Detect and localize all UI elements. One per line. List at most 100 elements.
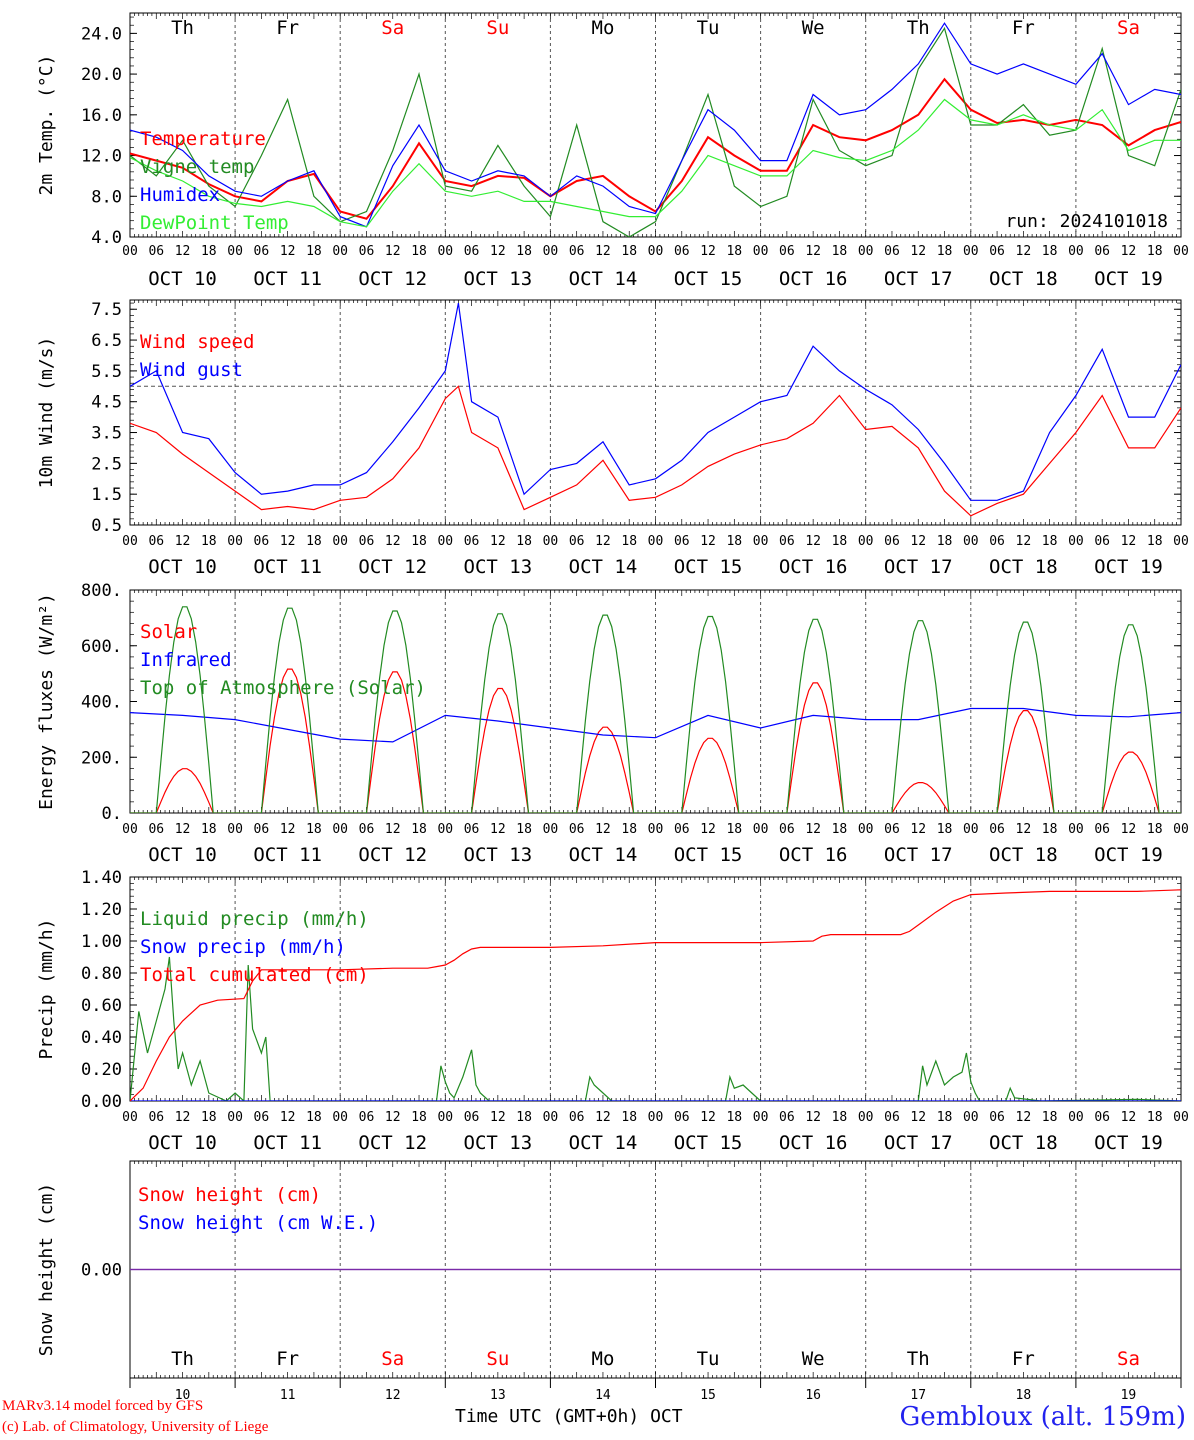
y-tick-label: 0.20 [81, 1060, 122, 1080]
day-number-label: 15 [700, 1388, 716, 1403]
y-tick-label: 4.5 [91, 393, 122, 413]
weekday-label: Fr [276, 17, 299, 39]
hour-label: 06 [464, 822, 480, 837]
hour-label: 00 [648, 1110, 664, 1125]
hour-label: 18 [411, 244, 427, 259]
hour-label: 06 [1094, 244, 1110, 259]
y-tick-label: 8.0 [91, 187, 122, 207]
date-label: OCT 13 [464, 268, 533, 290]
hour-label: 12 [280, 244, 296, 259]
date-label: OCT 10 [148, 844, 217, 866]
hour-label: 18 [832, 822, 848, 837]
weekday-label: Th [171, 1348, 194, 1370]
hour-label: 12 [280, 534, 296, 549]
hour-label: 18 [621, 822, 637, 837]
hour-label: 06 [569, 534, 585, 549]
day-number-label: 13 [490, 1388, 506, 1403]
day-number-label: 11 [280, 1388, 296, 1403]
date-label: OCT 17 [884, 1132, 953, 1154]
hour-label: 06 [464, 1110, 480, 1125]
y-tick-label: 400. [81, 693, 122, 713]
y-tick-label: 0.5 [91, 516, 122, 536]
hour-label: 12 [175, 822, 191, 837]
legend-snow-height-cm-w-e: Snow height (cm W.E.) [138, 1212, 378, 1234]
day-number-label: 18 [1016, 1388, 1032, 1403]
hour-label: 18 [306, 822, 322, 837]
hour-label: 12 [280, 822, 296, 837]
weekday-label: Th [171, 17, 194, 39]
hour-label: 00 [858, 822, 874, 837]
hour-label: 06 [779, 534, 795, 549]
hour-label: 18 [1042, 822, 1058, 837]
hour-label: 00 [227, 244, 243, 259]
hour-label: 12 [280, 1110, 296, 1125]
hour-label: 18 [621, 534, 637, 549]
y-tick-label: 3.5 [91, 424, 122, 444]
series-wind-speed [130, 385, 1181, 517]
hour-label: 12 [595, 1110, 611, 1125]
legend-dewpoint-temp: DewPoint Temp [140, 212, 289, 234]
hour-label: 00 [543, 1110, 559, 1125]
hour-label: 06 [254, 534, 270, 549]
day-number-label: 19 [1121, 1388, 1137, 1403]
hour-label: 18 [201, 1110, 217, 1125]
hour-label: 12 [595, 822, 611, 837]
hour-label: 18 [411, 1110, 427, 1125]
hour-label: 18 [832, 244, 848, 259]
date-label: OCT 11 [253, 844, 322, 866]
weekday-label: Fr [1012, 1348, 1035, 1370]
hour-label: 12 [1121, 1110, 1137, 1125]
y-tick-label: 200. [81, 748, 122, 768]
hour-label: 18 [411, 534, 427, 549]
hour-label: 18 [1042, 534, 1058, 549]
y-axis-label: 2m Temp. (°C) [36, 55, 57, 196]
date-label: OCT 11 [253, 556, 322, 578]
hour-label: 00 [858, 1110, 874, 1125]
date-label: OCT 10 [148, 556, 217, 578]
hour-label: 00 [753, 534, 769, 549]
hour-label: 12 [910, 244, 926, 259]
hour-label: 12 [700, 1110, 716, 1125]
hour-label: 06 [884, 534, 900, 549]
hour-label: 06 [884, 244, 900, 259]
hour-label: 06 [674, 534, 690, 549]
time-axis-title: Time UTC (GMT+0h) OCT [455, 1406, 683, 1427]
date-label: OCT 19 [1094, 844, 1163, 866]
date-label: OCT 12 [358, 1132, 427, 1154]
y-tick-label: 20.0 [81, 65, 122, 85]
hour-label: 12 [700, 534, 716, 549]
hour-label: 06 [779, 822, 795, 837]
legend-wind-speed: Wind speed [140, 331, 254, 353]
hour-label: 12 [385, 1110, 401, 1125]
hour-label: 00 [753, 822, 769, 837]
hour-label: 06 [359, 1110, 375, 1125]
panel-5: 0.00 Snow height (cm) Snow height (cm) Snow… [36, 1160, 1182, 1403]
weekday-label: Mo [592, 17, 615, 39]
hour-label: 06 [359, 534, 375, 549]
date-label: OCT 13 [464, 556, 533, 578]
day-number-label: 12 [385, 1388, 401, 1403]
date-label: OCT 10 [148, 1132, 217, 1154]
hour-label: 18 [1147, 244, 1163, 259]
hour-label: 12 [1016, 534, 1032, 549]
date-label: OCT 17 [884, 556, 953, 578]
hour-label: 12 [490, 822, 506, 837]
date-label: OCT 13 [464, 844, 533, 866]
hour-label: 12 [805, 1110, 821, 1125]
hour-label: 00 [858, 244, 874, 259]
y-tick-label: 12.0 [81, 147, 122, 167]
hour-label: 12 [490, 534, 506, 549]
panel-1: 4.0 8.0 12.0 16.0 20.0 24.0 2m Temp. (°C) Tempe… [36, 12, 1189, 290]
date-label: OCT 16 [779, 268, 848, 290]
legend-vigne-temp: Vigne temp [140, 156, 254, 178]
hour-label: 18 [726, 1110, 742, 1125]
hour-label: 00 [543, 822, 559, 837]
hour-label: 12 [385, 244, 401, 259]
weekday-label: We [802, 17, 825, 39]
weekday-label: Fr [276, 1348, 299, 1370]
legend-temperature: Temperature [140, 128, 266, 150]
hour-label: 18 [937, 244, 953, 259]
date-label: OCT 16 [779, 556, 848, 578]
series-vigne-temp [130, 26, 1181, 237]
series-liquid-precip-mm-h [130, 956, 1181, 1101]
